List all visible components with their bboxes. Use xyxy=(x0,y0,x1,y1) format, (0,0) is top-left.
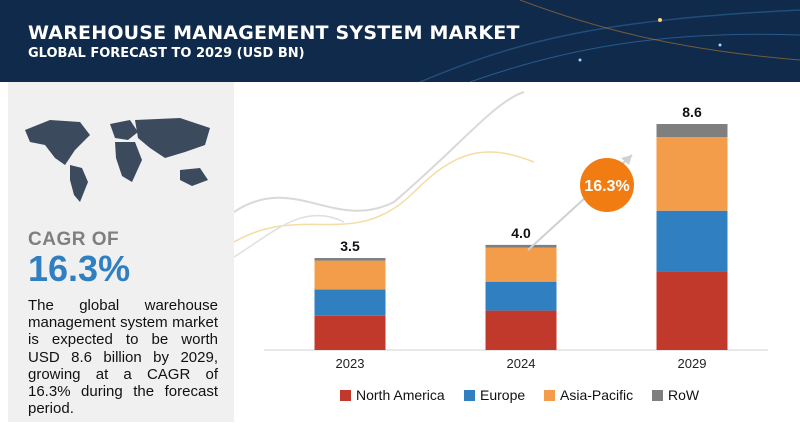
decorative-curves xyxy=(234,91,535,258)
legend: North America Europe Asia-Pacific RoW xyxy=(340,387,700,403)
legend-label-europe: Europe xyxy=(480,387,525,403)
header-banner: WAREHOUSE MANAGEMENT SYSTEM MARKET GLOBA… xyxy=(0,0,800,82)
bar-segment-europe-2024 xyxy=(485,281,557,311)
bar-segment-asia-pacific-2029 xyxy=(656,137,728,211)
total-label-2024: 4.0 xyxy=(511,225,531,241)
bars-group xyxy=(314,124,728,350)
world-map-icon xyxy=(25,118,210,202)
legend-label-asia-pacific: Asia-Pacific xyxy=(560,387,633,403)
stacked-bar-chart: 3.5 2023 4.0 2024 8.6 2029 16.3% North Americ… xyxy=(234,91,768,403)
bar-segment-row-2029 xyxy=(656,124,728,138)
x-tick-label-2024: 2024 xyxy=(507,356,536,371)
cagr-badge-text: 16.3% xyxy=(584,178,629,195)
bar-segment-north-america-2024 xyxy=(485,310,557,350)
labels-group: 3.5 2023 4.0 2024 8.6 2029 xyxy=(336,104,707,371)
growth-arrow-head xyxy=(621,155,632,165)
bar-segment-europe-2029 xyxy=(656,210,728,272)
legend-label-row: RoW xyxy=(668,387,700,403)
x-tick-label-2023: 2023 xyxy=(336,356,365,371)
bar-segment-asia-pacific-2023 xyxy=(314,260,386,290)
header-decoration xyxy=(419,0,800,82)
legend-swatch-asia-pacific xyxy=(544,390,555,401)
bar-segment-north-america-2029 xyxy=(656,271,728,350)
bar-segment-row-2024 xyxy=(485,244,557,248)
page-title: WAREHOUSE MANAGEMENT SYSTEM MARKET xyxy=(28,22,520,44)
bar-segment-europe-2023 xyxy=(314,289,386,316)
bar-segment-row-2023 xyxy=(314,258,386,261)
cagr-value: 16.3% xyxy=(28,248,131,289)
total-label-2029: 8.6 xyxy=(682,104,702,120)
bar-segment-north-america-2023 xyxy=(314,315,386,350)
summary-panel xyxy=(8,82,234,422)
market-description: The global warehouse management system m… xyxy=(28,297,218,418)
legend-swatch-row xyxy=(652,390,663,401)
legend-swatch-north-america xyxy=(340,390,351,401)
cagr-label: CAGR OF xyxy=(28,229,120,250)
bar-segment-asia-pacific-2024 xyxy=(485,247,557,282)
legend-swatch-europe xyxy=(464,390,475,401)
total-label-2023: 3.5 xyxy=(340,238,360,254)
cagr-badge xyxy=(580,158,634,212)
x-tick-label-2029: 2029 xyxy=(678,356,707,371)
page-subtitle: GLOBAL FORECAST TO 2029 (USD BN) xyxy=(28,46,305,61)
legend-label-north-america: North America xyxy=(356,387,445,403)
